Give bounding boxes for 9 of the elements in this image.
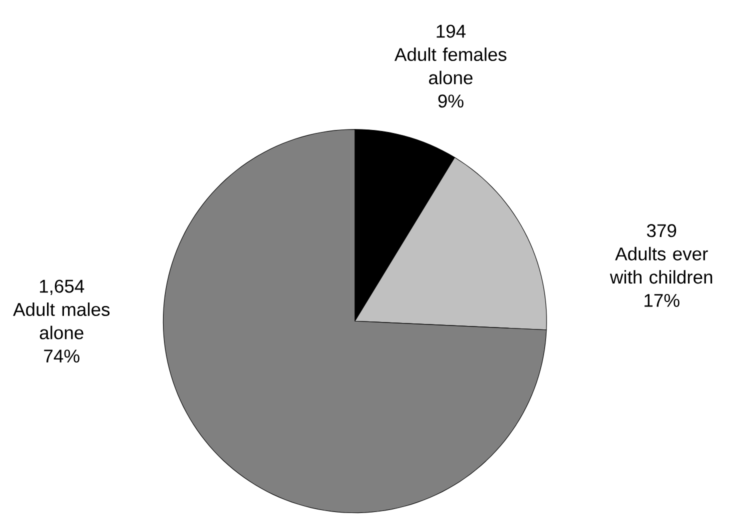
data-label: 194 <box>436 24 466 38</box>
slice-label: Adult males alone <box>13 302 110 340</box>
text: 9% <box>438 94 464 108</box>
slice-label: Adults ever with children <box>610 247 712 284</box>
data-label: 1,654 <box>40 280 84 296</box>
slice-label: Adult females alone <box>394 48 506 84</box>
data-label: 379 <box>646 224 676 238</box>
text: 74% <box>44 350 80 363</box>
text: 17% <box>644 294 680 308</box>
